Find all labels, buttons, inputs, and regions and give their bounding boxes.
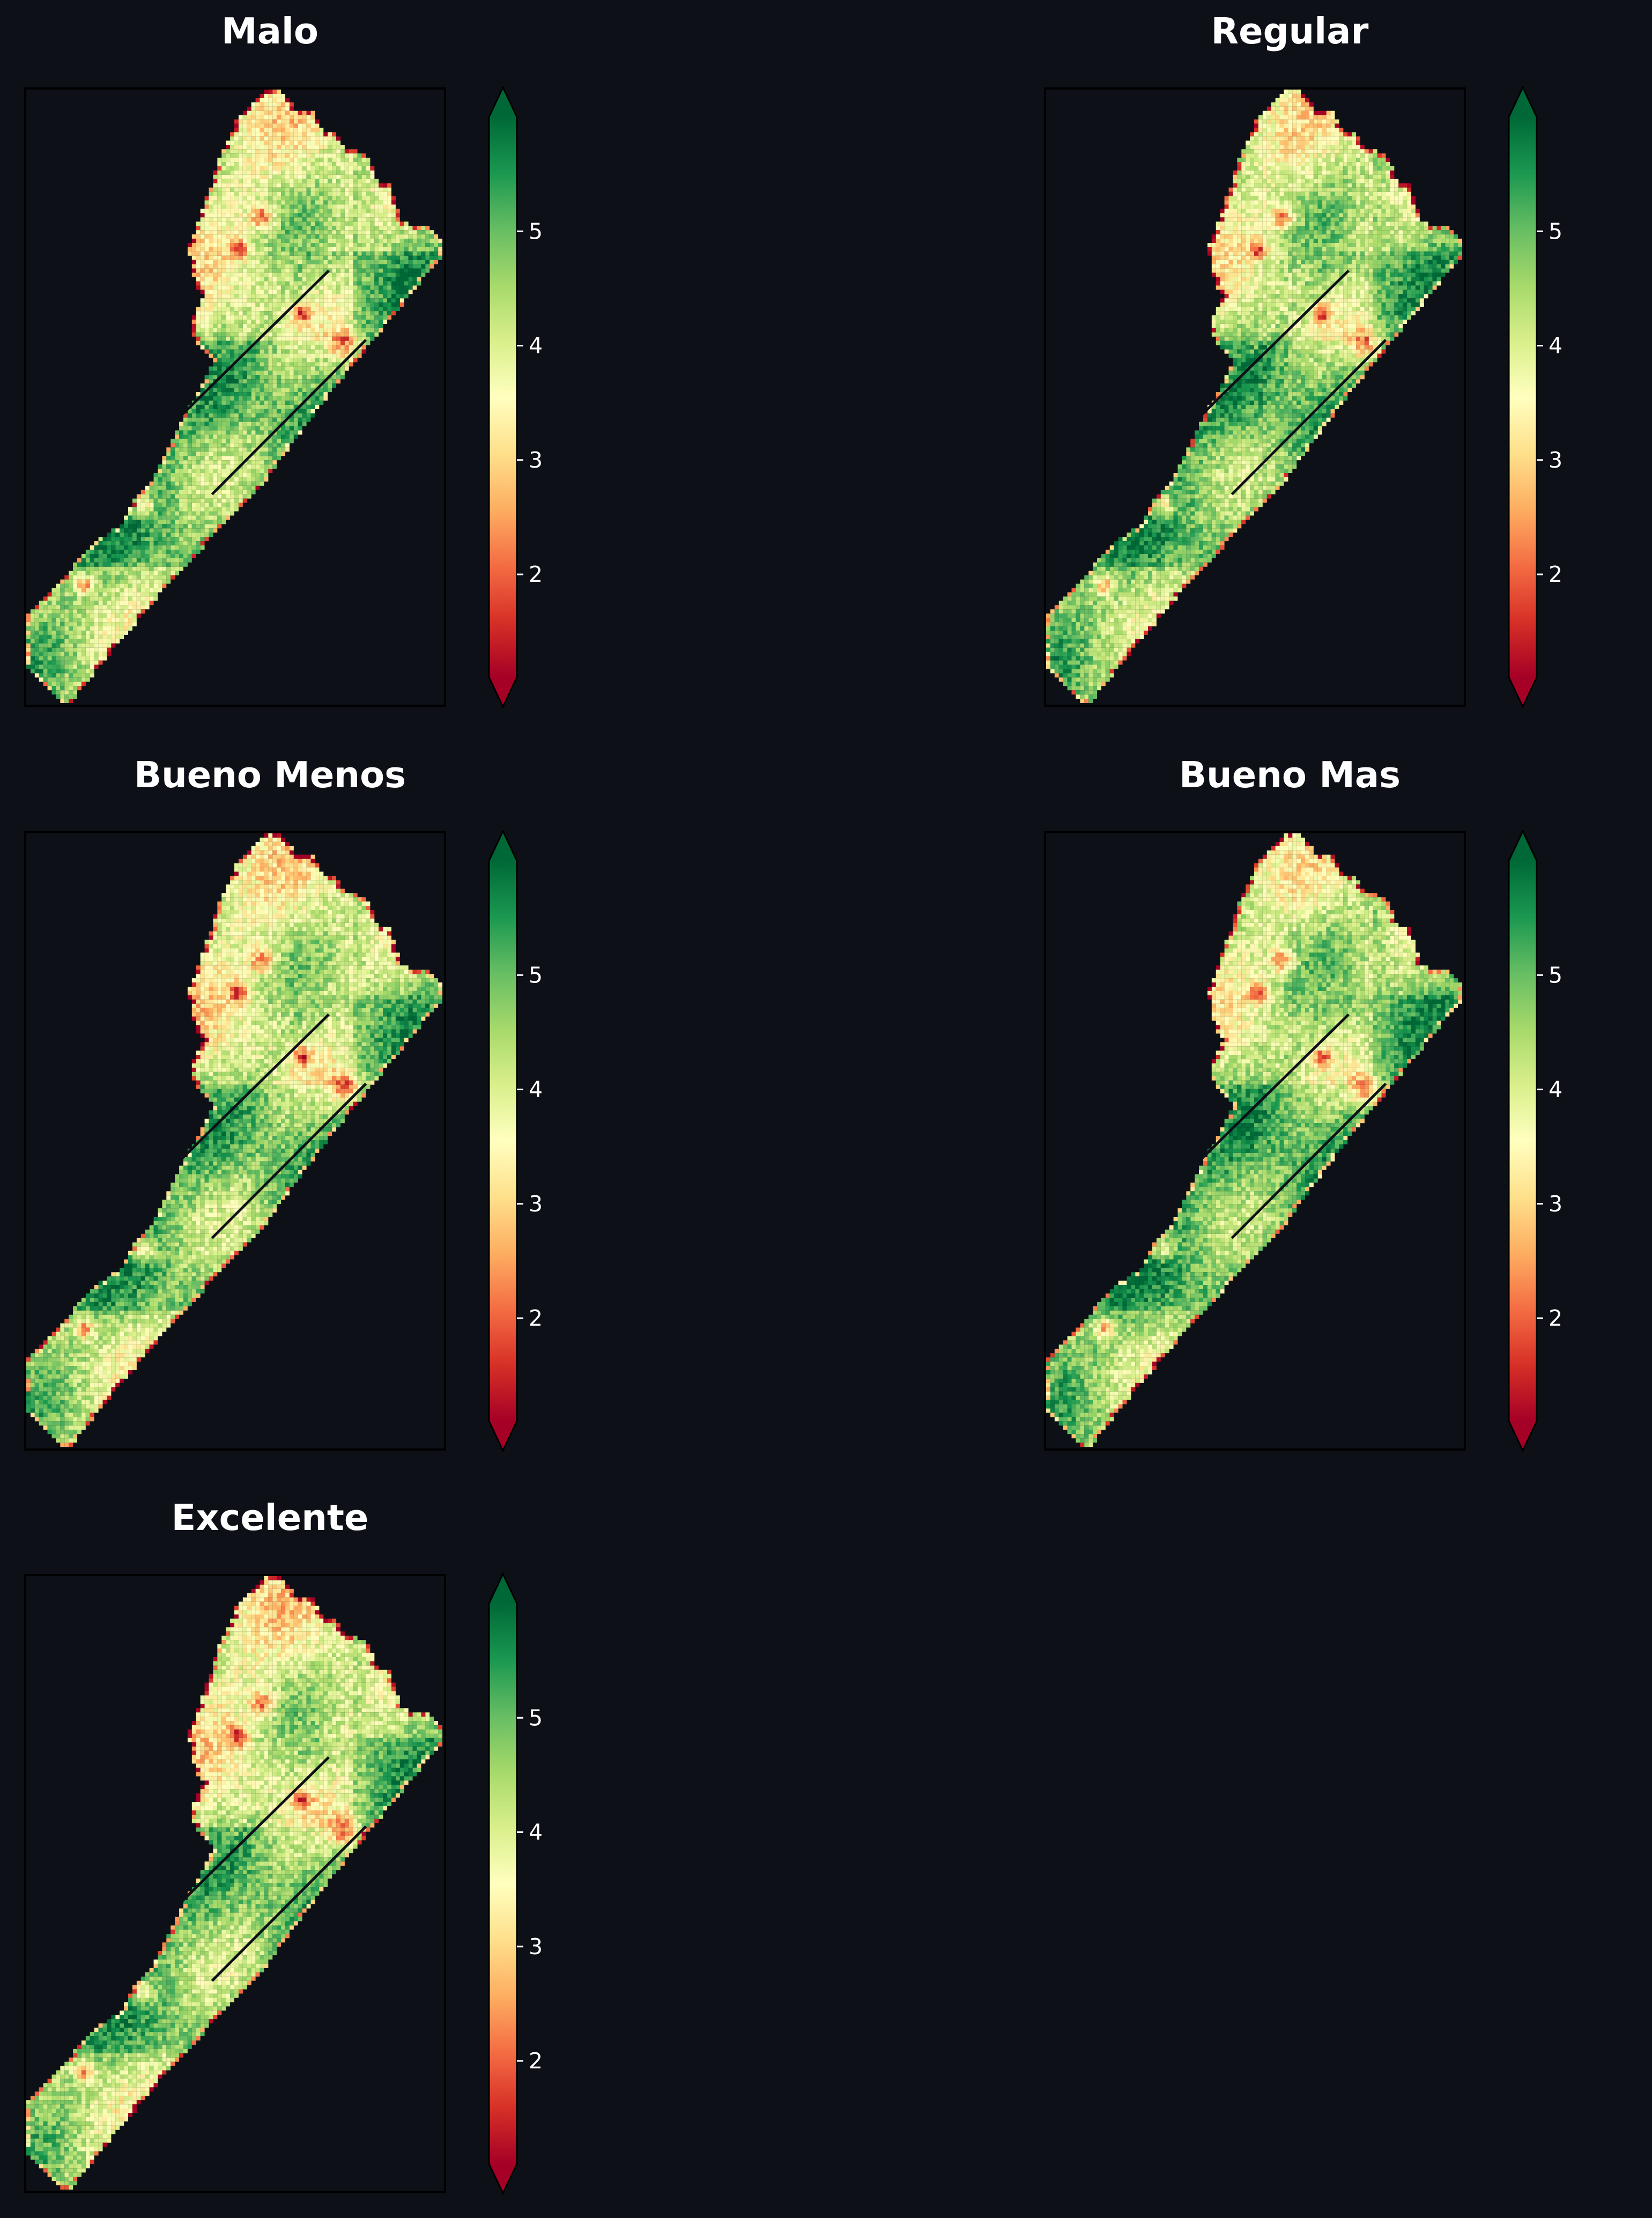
colorbar: 2 3 4 5 <box>1502 85 1631 709</box>
field-map <box>24 87 446 707</box>
field-raster <box>1046 833 1463 1447</box>
colorbar-tick-label: 2 <box>1549 561 1562 587</box>
colorbar: 2 3 4 5 <box>1502 829 1631 1453</box>
colorbar-tick-label: 2 <box>529 561 543 587</box>
colorbar-tick-label: 3 <box>1549 447 1562 473</box>
colorbar-tick-label: 5 <box>1549 962 1562 988</box>
colorbar-tick-label: 3 <box>1549 1191 1562 1217</box>
field-map <box>1044 87 1466 707</box>
panel-title: Malo <box>0 10 540 53</box>
field-raster <box>1046 90 1463 704</box>
field-map <box>24 1574 446 2193</box>
panel-malo: Malo 2 3 4 5 <box>0 0 804 709</box>
colorbar-tick-label: 4 <box>529 333 543 359</box>
field-map <box>1044 831 1466 1451</box>
field-raster <box>26 1576 443 2190</box>
panel-title: Bueno Menos <box>0 753 540 796</box>
colorbar-tick-label: 4 <box>529 1820 543 1845</box>
colorbar: 2 3 4 5 <box>483 85 611 709</box>
colorbar-tick-label: 5 <box>529 962 543 988</box>
colorbar-tick-label: 5 <box>1549 218 1562 244</box>
colorbar-tick-label: 3 <box>529 1191 543 1217</box>
panel-bueno-mas: Bueno Mas 2 3 4 5 <box>1020 744 1652 1453</box>
field-raster <box>26 90 443 704</box>
panel-title: Bueno Mas <box>1020 753 1560 796</box>
colorbar-tick-label: 5 <box>529 218 543 244</box>
panel-bueno-menos: Bueno Menos 2 3 4 5 <box>0 744 804 1453</box>
colorbar: 2 3 4 5 <box>483 829 611 1453</box>
colorbar-tick-label: 2 <box>529 2048 543 2074</box>
panel-excelente: Excelente 2 3 4 5 <box>0 1487 804 2195</box>
colorbar: 2 3 4 5 <box>483 1572 611 2195</box>
colorbar-tick-label: 2 <box>529 1305 543 1331</box>
panel-title: Excelente <box>0 1496 540 1539</box>
colorbar-tick-label: 2 <box>1549 1305 1562 1331</box>
field-map <box>24 831 446 1451</box>
colorbar-tick-label: 3 <box>529 447 543 473</box>
panel-title: Regular <box>1020 10 1560 53</box>
field-raster <box>26 833 443 1447</box>
colorbar-tick-label: 4 <box>529 1077 543 1103</box>
colorbar-tick-label: 3 <box>529 1934 543 1960</box>
panel-regular: Regular 2 3 4 5 <box>1020 0 1652 709</box>
colorbar-tick-label: 5 <box>529 1705 543 1731</box>
colorbar-tick-label: 4 <box>1549 333 1562 359</box>
colorbar-tick-label: 4 <box>1549 1077 1562 1103</box>
